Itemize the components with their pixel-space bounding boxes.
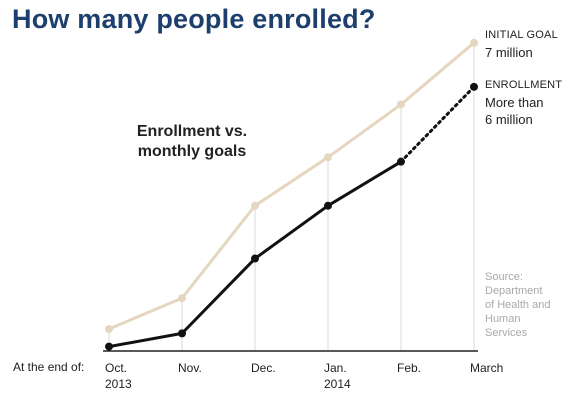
series-1-point-4 — [397, 157, 405, 166]
legend-enrollment-caption: ENROLLMENT — [485, 79, 563, 91]
legend-enrollment-value-line-1: More than — [485, 95, 544, 110]
series-1-point-2 — [251, 254, 259, 263]
series-0-point-5 — [470, 38, 478, 47]
source-line-2: Department — [485, 285, 543, 297]
x-tick-label-5: March — [470, 360, 503, 376]
series-line-1-projected — [399, 85, 476, 164]
x-tick-month-2: Dec. — [251, 361, 276, 375]
legend-goal-value: 7 million — [485, 45, 533, 60]
series-line-0 — [107, 41, 476, 331]
series-1-point-1 — [178, 329, 186, 338]
inset-title-line-2: monthly goals — [137, 143, 247, 160]
inset-title-line-1: Enrollment vs. — [136, 123, 248, 140]
x-tick-label-3: Jan. 2014 — [324, 360, 351, 392]
x-tick-month-4: Feb. — [397, 361, 422, 375]
source-line-5: Services — [485, 327, 528, 339]
legend-enrollment-value-line-2: 6 million — [485, 112, 533, 127]
legend-goal-caption: INITIAL GOAL — [485, 29, 558, 41]
source-note: Source: Department of Health and Human S… — [485, 270, 573, 340]
series-0-point-1 — [178, 294, 186, 303]
x-tick-label-2: Dec. — [251, 360, 276, 376]
legend-goal: INITIAL GOAL 7 million — [485, 27, 558, 61]
x-axis-prefix: At the end of: — [13, 360, 85, 374]
inset-title: Enrollment vs. monthly goals — [122, 122, 262, 162]
series-1-point-5 — [470, 82, 478, 91]
x-tick-month-3: Jan. — [324, 361, 347, 375]
x-tick-label-4: Feb. — [397, 360, 421, 376]
x-tick-month-5: March — [470, 361, 504, 375]
series-1-point-0 — [105, 342, 113, 351]
x-tick-year-3: 2014 — [324, 377, 351, 391]
series-0-point-2 — [251, 201, 259, 210]
x-tick-year-0: 2013 — [105, 377, 132, 391]
series-1-point-3 — [324, 201, 332, 210]
series-0-point-3 — [324, 153, 332, 162]
x-tick-month-0: Oct. — [105, 361, 128, 375]
chart-title: How many people enrolled? — [12, 4, 376, 34]
series-0-point-0 — [105, 324, 113, 333]
x-tick-label-0: Oct. 2013 — [105, 360, 132, 392]
source-line-1: Source: — [485, 271, 523, 283]
x-tick-label-1: Nov. — [178, 360, 202, 376]
series-0-point-4 — [397, 100, 405, 109]
legend-enrollment: ENROLLMENT More than 6 million — [485, 77, 562, 128]
source-line-3: of Health and — [485, 299, 551, 311]
source-line-4: Human — [485, 313, 521, 325]
x-tick-month-1: Nov. — [178, 361, 202, 375]
